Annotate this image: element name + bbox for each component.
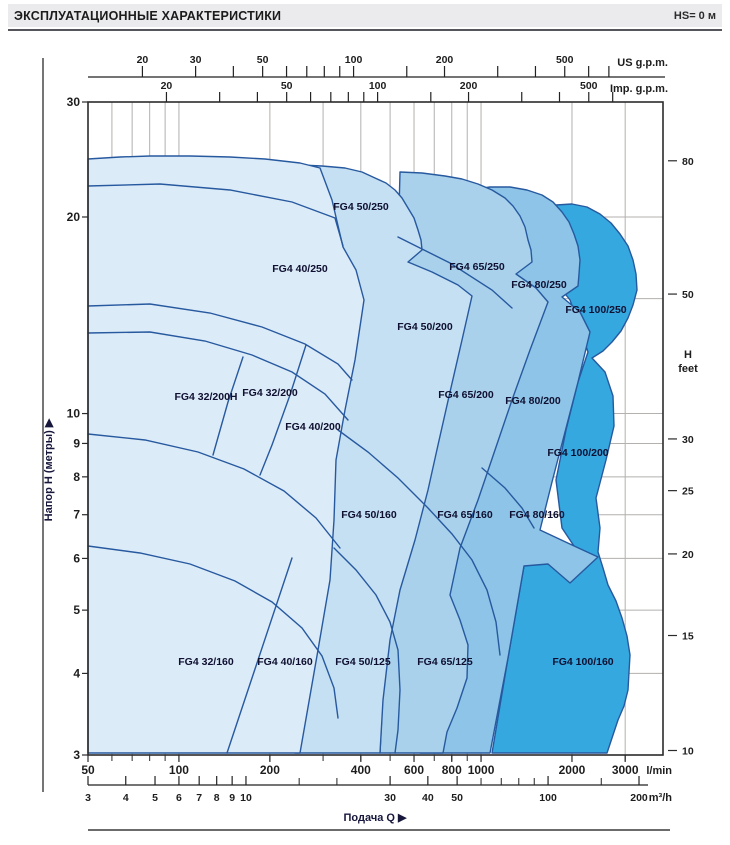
m3h-tick-label: 9 — [229, 792, 235, 804]
us-gpm-tick-label: 20 — [137, 54, 149, 66]
imp-gpm-tick-label: 100 — [369, 80, 387, 92]
m3h-tick-label: 10 — [240, 792, 252, 804]
head-ft-tick-label: 25 — [682, 486, 694, 498]
tile-label-fg4-100-250: FG4 100/250 — [565, 304, 626, 316]
tile-boundary-curve — [87, 331, 349, 421]
header-bar: ЭКСПЛУАТАЦИОННЫЕ ХАРАКТЕРИСТИКИ HS= 0 м — [8, 4, 722, 27]
head-ft-tick-label: 30 — [682, 434, 694, 446]
head-m-tick-label: 9 — [73, 436, 80, 450]
tile-label-fg4-80-160: FG4 80/160 — [509, 509, 565, 521]
us-gpm-tick-label: 50 — [257, 54, 269, 66]
tile-boundary-curve — [87, 545, 339, 719]
x-axis-title: Подача Q ▶ — [344, 812, 407, 824]
tile-boundary-curve — [226, 557, 293, 754]
head-m-tick-label: 3 — [73, 748, 80, 762]
imp-gpm-tick-label: 50 — [281, 80, 293, 92]
imp-gpm-tick-label: 500 — [580, 80, 598, 92]
head-ft-tick-label: 80 — [682, 156, 694, 168]
tile-boundary-curve — [87, 303, 353, 381]
us-gpm-unit-label: US g.p.m. — [617, 57, 668, 69]
head-m-tick-label: 5 — [73, 603, 80, 617]
tile-label-fg4-50-250: FG4 50/250 — [333, 201, 389, 213]
tile-label-fg4-100-160: FG4 100/160 — [552, 656, 613, 668]
imp-gpm-tick-label: 200 — [460, 80, 478, 92]
tile-label-fg4-65-250: FG4 65/250 — [449, 261, 505, 273]
m3h-tick-label: 6 — [176, 792, 182, 804]
m3h-tick-label: 100 — [539, 792, 557, 804]
tile-boundary-curve — [212, 356, 244, 456]
tile-boundary-curve — [333, 547, 401, 754]
m3h-tick-label: 30 — [384, 792, 396, 804]
tile-boundary-curve — [259, 344, 307, 476]
tile-boundary-curve — [481, 467, 535, 529]
tile-label-fg4-50-200: FG4 50/200 — [397, 321, 453, 333]
hs-value: HS= 0 м — [673, 9, 716, 22]
lmin-tick-label: 100 — [169, 763, 189, 777]
m3h-tick-label: 5 — [152, 792, 158, 804]
m3h-tick-label: 8 — [214, 792, 220, 804]
head-m-tick-label: 30 — [67, 95, 81, 109]
tile-label-fg4-40-250: FG4 40/250 — [272, 263, 328, 275]
tile-boundary-curve — [87, 433, 341, 549]
tile-label-fg4-40-160: FG4 40/160 — [257, 656, 313, 668]
head-m-tick-label: 6 — [73, 551, 80, 565]
tile-label-fg4-32-200: FG4 32/200 — [242, 387, 298, 399]
head-m-tick-label: 10 — [67, 407, 81, 421]
feet-axis-title-feet: feet — [678, 363, 698, 375]
tile-label-fg4-32-200h: FG4 32/200H — [174, 391, 237, 403]
tile-label-fg4-80-200: FG4 80/200 — [505, 395, 561, 407]
us-gpm-tick-label: 30 — [190, 54, 202, 66]
feet-axis-title-h: H — [684, 349, 692, 361]
lmin-tick-label: 400 — [351, 763, 371, 777]
tile-label-fg4-40-200: FG4 40/200 — [285, 421, 341, 433]
tile-label-fg4-65-160: FG4 65/160 — [437, 509, 493, 521]
plot-border — [87, 101, 664, 756]
head-ft-tick-label: 10 — [682, 745, 694, 757]
m3h-tick-label: 4 — [123, 792, 129, 804]
head-m-tick-label: 4 — [73, 666, 80, 680]
lmin-tick-label: 3000 — [612, 763, 639, 777]
tile-boundary-curve — [87, 183, 344, 247]
lmin-tick-label: 600 — [404, 763, 424, 777]
head-m-tick-label: 20 — [67, 210, 81, 224]
y-axis-title: Напор H (метры) ▶ — [43, 418, 55, 521]
imp-gpm-unit-label: Imp. g.p.m. — [610, 83, 668, 95]
lmin-unit-label: l/min — [646, 765, 672, 777]
lmin-tick-label: 200 — [260, 763, 280, 777]
m3h-tick-label: 7 — [196, 792, 202, 804]
lmin-tick-label: 1000 — [468, 763, 495, 777]
lmin-tick-label: 50 — [81, 763, 95, 777]
tile-boundary-curve — [397, 236, 513, 309]
lmin-tick-label: 800 — [442, 763, 462, 777]
m3h-tick-label: 200 — [630, 792, 648, 804]
header-rule — [8, 29, 722, 31]
tile-boundaries — [87, 183, 535, 754]
tile-label-fg4-32-160: FG4 32/160 — [178, 656, 234, 668]
head-ft-tick-label: 15 — [682, 631, 694, 643]
tile-boundary-curve — [337, 429, 501, 656]
m3h-tick-label: 40 — [422, 792, 434, 804]
m3h-tick-label: 3 — [85, 792, 91, 804]
head-ft-tick-label: 50 — [682, 289, 694, 301]
head-ft-tick-label: 20 — [682, 549, 694, 561]
m3h-unit-label: m³/h — [649, 792, 673, 804]
tile-label-fg4-100-200: FG4 100/200 — [547, 447, 608, 459]
tile-label-fg4-50-125: FG4 50/125 — [335, 656, 391, 668]
us-gpm-tick-label: 200 — [436, 54, 454, 66]
lmin-tick-label: 2000 — [559, 763, 586, 777]
tile-label-fg4-80-250: FG4 80/250 — [511, 279, 567, 291]
us-gpm-tick-label: 500 — [556, 54, 574, 66]
head-m-tick-label: 7 — [73, 508, 80, 522]
page-title: ЭКСПЛУАТАЦИОННЫЕ ХАРАКТЕРИСТИКИ — [14, 8, 282, 23]
m3h-tick-label: 50 — [451, 792, 463, 804]
head-m-tick-label: 8 — [73, 470, 80, 484]
us-gpm-tick-label: 100 — [345, 54, 363, 66]
tile-label-fg4-65-125: FG4 65/125 — [417, 656, 473, 668]
tile-label-fg4-50-160: FG4 50/160 — [341, 509, 397, 521]
tile-label-fg4-65-200: FG4 65/200 — [438, 389, 494, 401]
imp-gpm-tick-label: 20 — [161, 80, 173, 92]
